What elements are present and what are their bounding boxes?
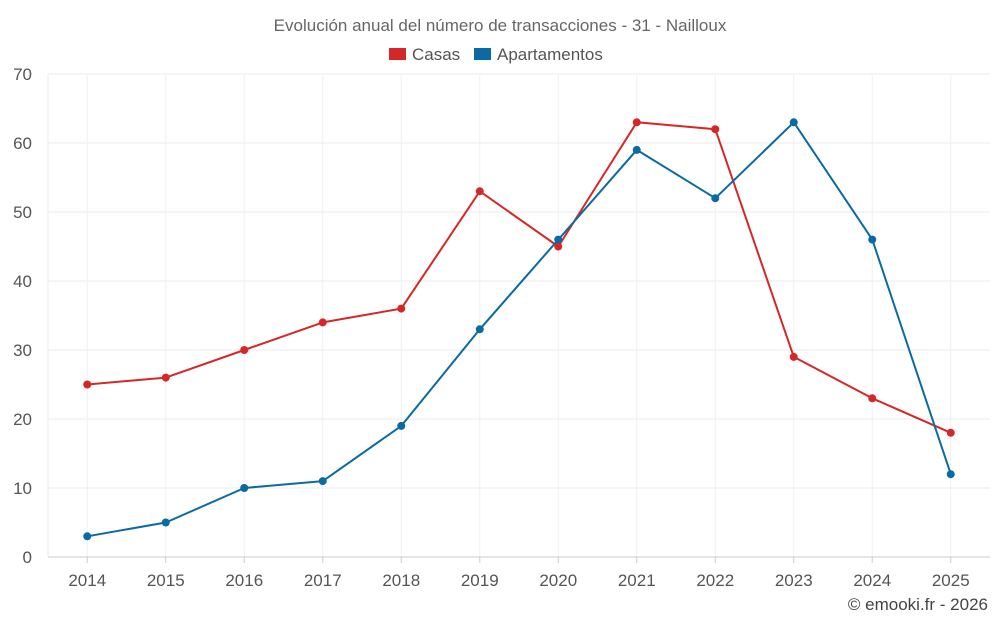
data-point-apartamentos[interactable] (554, 235, 563, 244)
data-point-apartamentos[interactable] (711, 194, 720, 203)
y-tick-label: 20 (13, 410, 32, 429)
x-tick-label: 2021 (618, 571, 656, 590)
data-point-apartamentos[interactable] (632, 145, 641, 154)
legend-swatch-apartamentos (474, 48, 491, 60)
data-point-apartamentos[interactable] (240, 484, 249, 492)
data-point-casas[interactable] (868, 394, 877, 403)
data-point-casas[interactable] (318, 318, 327, 327)
series-layer (83, 118, 955, 541)
x-tick-label: 2018 (382, 571, 420, 590)
series-line-apartamentos (87, 121, 952, 538)
data-point-casas[interactable] (789, 352, 798, 361)
data-point-casas[interactable] (554, 242, 563, 251)
data-point-apartamentos[interactable] (318, 477, 327, 486)
chart-title: Evolución anual del número de transaccio… (274, 16, 727, 35)
data-point-casas[interactable] (946, 428, 955, 437)
x-tick-label: 2023 (775, 571, 813, 590)
x-axis-labels: 2014 2015 2016 2017 2018 2019 2020 2021 2022 2023… (68, 571, 969, 590)
data-point-casas[interactable] (632, 118, 641, 127)
legend-label-apartamentos: Apartamentos (497, 45, 603, 64)
x-tick-label: 2025 (932, 571, 970, 590)
legend: Casas Apartamentos (389, 45, 603, 64)
legend-label-casas: Casas (412, 45, 460, 64)
legend-swatch-casas (389, 48, 406, 60)
data-point-casas[interactable] (83, 380, 92, 389)
x-tick-label: 2022 (696, 571, 734, 590)
data-point-casas[interactable] (475, 187, 484, 196)
data-point-apartamentos[interactable] (868, 235, 877, 244)
y-tick-label: 0 (23, 548, 32, 567)
x-tick-label: 2015 (147, 571, 185, 590)
y-tick-label: 60 (13, 134, 32, 153)
x-tick-label: 2016 (225, 571, 263, 590)
data-point-casas[interactable] (240, 346, 249, 354)
data-point-casas[interactable] (711, 125, 720, 134)
x-tick-label: 2024 (853, 571, 891, 590)
data-point-casas[interactable] (161, 373, 170, 382)
data-point-apartamentos[interactable] (789, 118, 798, 127)
y-tick-label: 30 (13, 341, 32, 360)
data-point-apartamentos[interactable] (397, 421, 406, 430)
data-point-apartamentos[interactable] (946, 470, 955, 479)
series-line-casas (87, 121, 952, 434)
credit-text: © emooki.fr - 2026 (848, 595, 988, 614)
grid (47, 73, 990, 557)
y-tick-label: 50 (13, 203, 32, 222)
x-tick-label: 2014 (68, 571, 106, 590)
y-tick-label: 70 (13, 65, 32, 84)
x-tick-label: 2019 (461, 571, 499, 590)
data-point-casas[interactable] (397, 304, 406, 313)
y-axis-labels: 0 10 20 30 40 50 60 70 (13, 65, 32, 567)
y-tick-label: 40 (13, 272, 32, 291)
axes (48, 556, 990, 563)
data-point-apartamentos[interactable] (161, 518, 170, 527)
data-point-apartamentos[interactable] (475, 325, 484, 334)
y-tick-label: 10 (13, 479, 32, 498)
x-tick-label: 2020 (539, 571, 577, 590)
data-point-apartamentos[interactable] (83, 532, 92, 541)
x-tick-label: 2017 (304, 571, 342, 590)
